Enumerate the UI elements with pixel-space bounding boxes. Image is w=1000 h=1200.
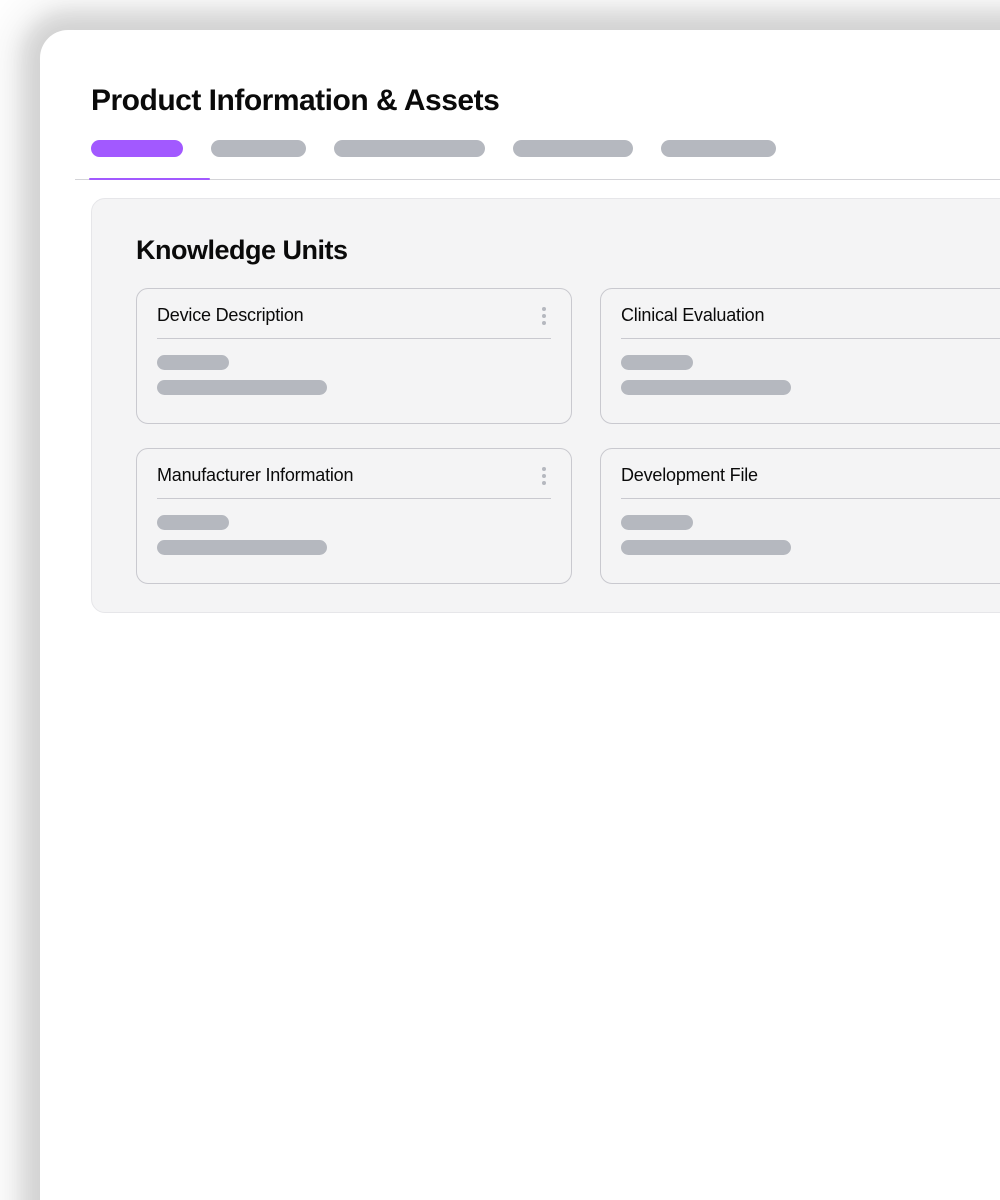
skeleton-line — [157, 515, 229, 530]
skeleton-line — [157, 355, 229, 370]
tab-3[interactable] — [513, 140, 633, 157]
kebab-menu-icon[interactable] — [537, 307, 551, 325]
card-header: Manufacturer Information — [157, 465, 551, 499]
cards-grid: Device Description Clinical Evaluation Man… — [136, 288, 1000, 584]
page-title: Product Information & Assets — [75, 48, 1000, 140]
card-title: Clinical Evaluation — [621, 305, 764, 326]
skeleton-line — [157, 380, 327, 395]
knowledge-unit-card[interactable]: Clinical Evaluation — [600, 288, 1000, 424]
tab-4[interactable] — [661, 140, 776, 157]
knowledge-unit-card[interactable]: Manufacturer Information — [136, 448, 572, 584]
skeleton-line — [621, 515, 693, 530]
tab-2[interactable] — [334, 140, 485, 157]
knowledge-unit-card[interactable]: Device Description — [136, 288, 572, 424]
knowledge-unit-card[interactable]: Development File — [600, 448, 1000, 584]
tab-0[interactable] — [91, 140, 183, 157]
card-header: Development File — [621, 465, 1000, 499]
tab-1[interactable] — [211, 140, 306, 157]
knowledge-units-panel: Knowledge Units Device Description Clinic… — [91, 198, 1000, 613]
card-title: Development File — [621, 465, 758, 486]
skeleton-line — [621, 355, 693, 370]
tab-active-underline — [89, 178, 210, 180]
tabs-row — [75, 140, 1000, 180]
card-title: Manufacturer Information — [157, 465, 353, 486]
skeleton-line — [621, 540, 791, 555]
app-window: Product Information & Assets Knowledge U… — [75, 48, 1000, 613]
card-header: Device Description — [157, 305, 551, 339]
card-title: Device Description — [157, 305, 303, 326]
panel-title: Knowledge Units — [136, 235, 1000, 266]
kebab-menu-icon[interactable] — [537, 467, 551, 485]
skeleton-line — [621, 380, 791, 395]
card-header: Clinical Evaluation — [621, 305, 1000, 339]
skeleton-line — [157, 540, 327, 555]
